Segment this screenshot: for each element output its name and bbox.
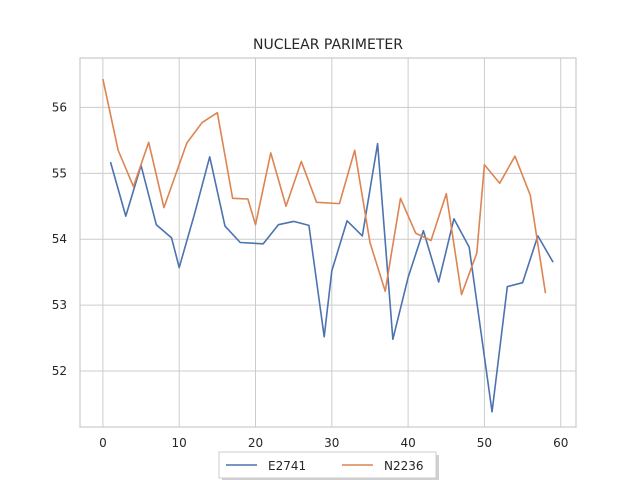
x-tick-label: 50 (477, 436, 492, 450)
y-tick-label: 53 (52, 298, 67, 312)
legend-label-n2236: N2236 (384, 459, 424, 473)
x-tick-label: 20 (248, 436, 263, 450)
legend: E2741 N2236 (218, 451, 439, 480)
x-axis-tick-labels: 0 10 20 30 40 50 60 (99, 436, 568, 450)
x-tick-label: 10 (172, 436, 187, 450)
x-tick-label: 0 (99, 436, 107, 450)
series-line-n2236 (102, 78, 547, 296)
y-tick-label: 56 (52, 100, 67, 114)
y-tick-label: 55 (52, 166, 67, 180)
y-tick-label: 54 (52, 232, 67, 246)
series-line-e2741 (109, 142, 554, 413)
x-tick-label: 60 (553, 436, 568, 450)
chart-title: NUCLEAR PARIMETER (253, 37, 403, 53)
x-tick-label: 30 (324, 436, 339, 450)
legend-label-e2741: E2741 (268, 459, 306, 473)
x-tick-label: 40 (400, 436, 415, 450)
plot-background (80, 58, 576, 427)
y-axis-tick-labels: 52 53 54 55 56 (52, 100, 67, 378)
plot-frame (79, 57, 577, 428)
y-tick-label: 52 (52, 364, 67, 378)
series-lines (102, 78, 554, 413)
